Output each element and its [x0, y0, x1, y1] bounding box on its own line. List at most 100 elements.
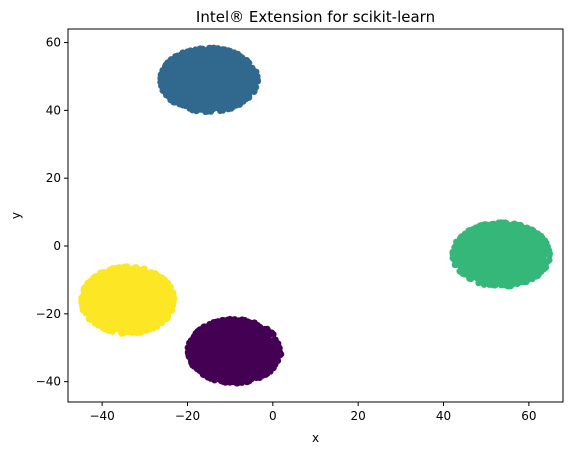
x-tick-label: 0 — [269, 409, 277, 423]
y-tick-label: 0 — [53, 239, 61, 253]
scatter-point — [136, 325, 144, 333]
scatter-point — [467, 232, 474, 239]
scatter-point — [162, 70, 169, 77]
scatter-point — [143, 321, 151, 328]
scatter-point — [519, 224, 526, 231]
scatter-point — [119, 326, 126, 333]
scatter-point — [237, 94, 244, 101]
scatter-point — [186, 102, 194, 109]
scatter-point — [119, 270, 127, 277]
scatter-point — [186, 339, 193, 347]
scatter-point — [84, 300, 92, 307]
scatter-point — [110, 321, 117, 328]
scatter-point — [201, 371, 208, 378]
x-axis: −40 −20 0 20 40 60 — [89, 402, 537, 423]
x-tick-label: 60 — [521, 409, 536, 423]
y-tick-label: 40 — [46, 103, 61, 117]
scatter-point — [177, 95, 185, 103]
scatter-point — [165, 65, 172, 72]
scatter-point — [272, 346, 279, 353]
scatter-point — [505, 275, 513, 283]
scatter-point — [222, 55, 230, 62]
scatter-point — [254, 73, 261, 80]
scatter-point — [512, 224, 519, 231]
scatter-point — [211, 327, 218, 334]
y-axis: −40 −20 0 20 40 60 — [36, 36, 68, 389]
scatter-point — [254, 325, 262, 332]
scatter-point — [501, 222, 509, 229]
cluster-3-core — [86, 270, 170, 331]
scatter-point — [226, 47, 233, 55]
scatter-point — [233, 377, 240, 384]
cluster-0 — [184, 315, 285, 387]
scatter-point — [478, 230, 485, 237]
scatter-point — [79, 298, 86, 305]
scatter-point — [538, 237, 545, 245]
scatter-point — [169, 57, 177, 64]
scatter-point — [219, 48, 227, 55]
scatter-point — [269, 330, 277, 338]
scatter-point — [485, 280, 492, 287]
scatter-point — [488, 224, 496, 231]
scatter-point — [90, 296, 97, 303]
scatter-point — [135, 268, 142, 275]
scatter-point — [274, 356, 281, 363]
cluster-1 — [157, 44, 261, 116]
scatter-point — [461, 256, 468, 263]
scatter-point — [130, 322, 137, 329]
scatter-point — [153, 317, 160, 324]
scatter-point — [91, 273, 98, 281]
scatter-point — [143, 327, 151, 334]
scatter-point — [461, 230, 469, 237]
scatter-point — [98, 320, 105, 327]
scatter-point — [212, 100, 219, 107]
scatter-point — [492, 281, 499, 289]
scatter-point — [190, 334, 197, 341]
cluster-3 — [78, 263, 178, 337]
scatter-point — [535, 272, 542, 279]
scatter-point — [85, 289, 93, 297]
x-tick-label: 40 — [436, 409, 451, 423]
scatter-point — [192, 49, 199, 56]
scatter-point — [165, 74, 172, 82]
scatter-point — [532, 229, 539, 236]
scatter-point — [166, 305, 173, 312]
scatter-point — [235, 53, 242, 60]
scatter-point — [123, 321, 130, 329]
x-axis-label: x — [312, 431, 319, 445]
scatter-point — [229, 103, 236, 110]
scatter-point — [157, 283, 164, 290]
scatter-point — [169, 294, 177, 301]
scatter-point — [229, 372, 236, 379]
scatter-points — [78, 44, 553, 387]
scatter-point — [84, 280, 92, 288]
scatter-point — [158, 289, 165, 296]
scatter-point — [243, 375, 250, 383]
scatter-point — [248, 88, 255, 95]
x-tick-label: −20 — [175, 409, 200, 423]
plot-area — [67, 28, 564, 403]
scatter-point — [93, 316, 101, 323]
scatter-point — [157, 302, 165, 310]
scatter-point — [191, 54, 198, 61]
scatter-point — [94, 309, 101, 316]
scatter-point — [90, 278, 98, 285]
scatter-point — [216, 319, 223, 327]
axes-frame — [67, 28, 564, 403]
y-tick-label: −40 — [36, 375, 61, 389]
scatter-point — [194, 354, 201, 362]
scatter-point — [140, 268, 148, 275]
scatter-point — [221, 376, 228, 383]
scatter-point — [458, 239, 466, 247]
scatter-point — [185, 352, 192, 359]
scatter-point — [462, 267, 470, 274]
cluster-2 — [449, 219, 553, 290]
cluster-0-core — [193, 322, 276, 380]
scatter-point — [243, 90, 250, 97]
scatter-point — [250, 324, 257, 331]
x-tick-label: 20 — [351, 409, 366, 423]
scatter-point — [530, 238, 537, 246]
scatter-point — [256, 374, 263, 381]
scatter-point — [89, 312, 96, 320]
